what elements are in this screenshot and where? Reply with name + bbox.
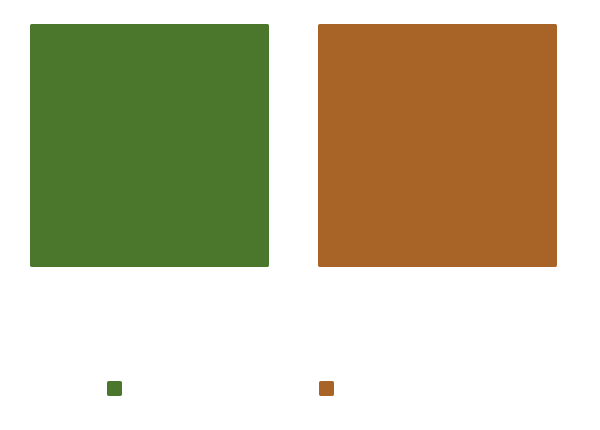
green-color-swatch[interactable] [30, 24, 269, 267]
green-color-chip[interactable] [107, 381, 122, 396]
orange-color-chip[interactable] [319, 381, 334, 396]
orange-color-swatch[interactable] [318, 24, 557, 267]
